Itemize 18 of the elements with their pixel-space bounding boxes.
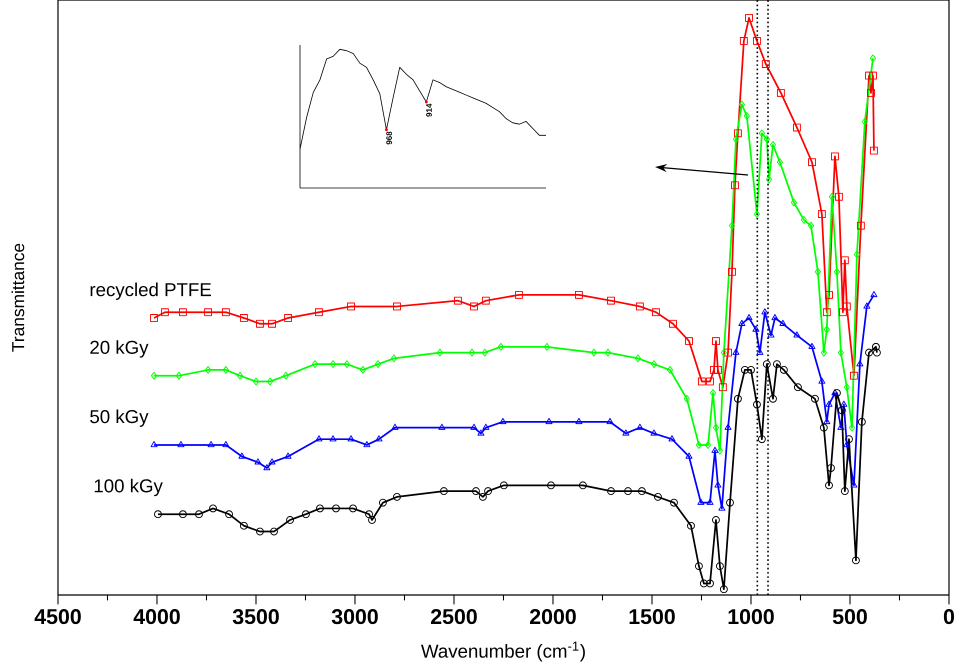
series-label: 20 kGy xyxy=(90,340,148,358)
x-tick-label: 4500 xyxy=(34,609,81,624)
x-tick-label: 1000 xyxy=(728,609,774,624)
annotation: 968 xyxy=(386,132,392,144)
series-label: recycled PTFE xyxy=(90,282,211,300)
annotation: 914 xyxy=(426,104,432,117)
x-tick-label: 1500 xyxy=(630,609,675,624)
series-label: 50 kGy xyxy=(90,410,148,427)
x-tick-label: 0 xyxy=(944,609,954,624)
series-label: 100 kGy xyxy=(94,478,163,496)
x-tick-label: 3000 xyxy=(332,609,378,624)
x-tick-label: 500 xyxy=(832,609,867,624)
x-tick-label: 2500 xyxy=(430,609,477,624)
x-tick-label: 4000 xyxy=(134,609,180,624)
y-axis-title: Transmittance xyxy=(12,244,24,352)
x-tick-label: 2000 xyxy=(530,609,576,624)
x-axis-title: Wavenumber (cm$^{-1}$) xyxy=(421,642,585,662)
x-tick-label: 3500 xyxy=(232,609,279,624)
